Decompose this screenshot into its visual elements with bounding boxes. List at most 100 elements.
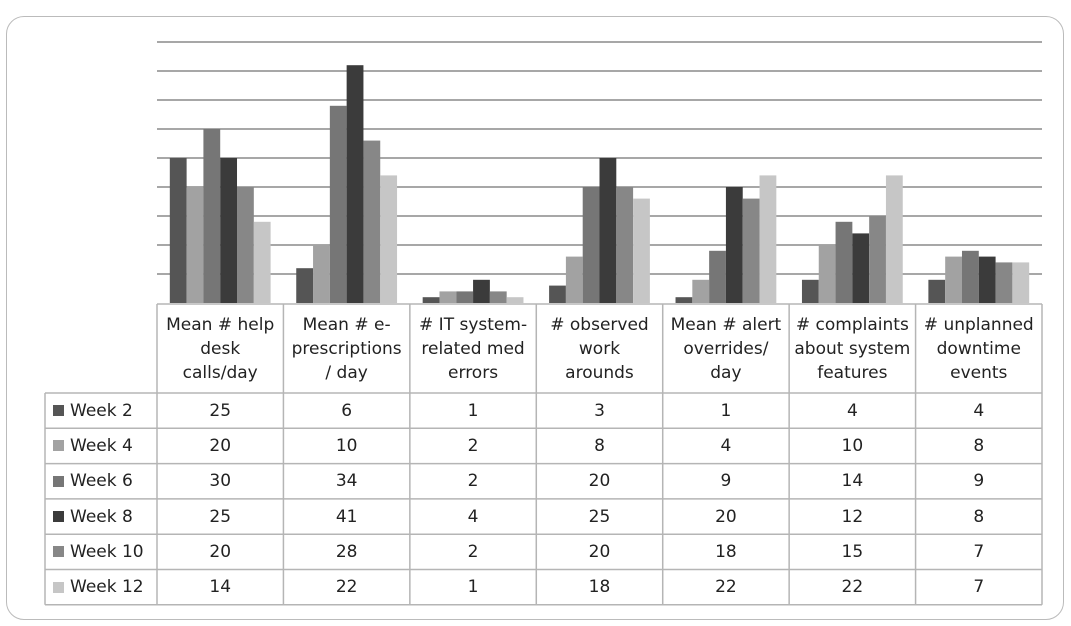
category-header-line: features — [817, 362, 888, 383]
legend-label: Week 2 — [70, 400, 133, 421]
table-cell: 2 — [467, 471, 479, 492]
bar-week-2-cat1 — [169, 158, 187, 303]
bar-week-10-cat1 — [237, 187, 254, 303]
legend-entry: Week 6 — [45, 464, 157, 499]
category-header-line: # unplanned — [923, 314, 1034, 335]
bar-week-8-cat5 — [725, 187, 743, 303]
bar-week-2-cat6 — [801, 279, 819, 303]
bar-week-2-cat2 — [296, 268, 314, 303]
category-header-line: # observed — [550, 314, 649, 335]
bar-week-2-cat4 — [549, 285, 566, 303]
bar-week-12-cat2 — [380, 175, 398, 303]
legend-label: Week 10 — [70, 541, 144, 562]
category-header-line: desk — [200, 338, 241, 359]
bar-week-8-cat3 — [473, 279, 490, 303]
legend-swatch — [53, 581, 64, 593]
table-cell: 9 — [973, 471, 985, 492]
legend-entry: Week 12 — [45, 570, 157, 605]
legend-label: Week 4 — [70, 435, 133, 456]
bar-week-2-cat5 — [675, 297, 693, 303]
table-cell: 7 — [973, 541, 985, 562]
bar-week-8-cat7 — [978, 256, 996, 303]
category-header-line: about system — [794, 338, 911, 359]
category-header-line: events — [950, 362, 1008, 383]
category-header-line: related med — [421, 338, 525, 359]
table-cell: 1 — [467, 400, 479, 421]
bar-week-8-cat6 — [852, 233, 870, 303]
bar-week-12-cat1 — [253, 221, 271, 303]
table-cell: 22 — [335, 577, 358, 598]
table-cell: 4 — [973, 400, 985, 421]
table-cell: 25 — [588, 506, 611, 527]
category-header: Mean # help desk calls/day — [157, 304, 283, 393]
category-header: # unplanned downtime events — [916, 304, 1042, 393]
table-cell: 18 — [715, 541, 737, 562]
table-cell: 14 — [841, 471, 864, 492]
table-cell: 2 — [467, 541, 479, 562]
category-header-line: Mean # help — [166, 314, 275, 335]
bar-week-12-cat6 — [885, 175, 903, 303]
bar-week-6-cat6 — [835, 221, 853, 303]
bar-week-6-cat3 — [456, 291, 474, 303]
table-cell: 4 — [467, 506, 479, 527]
bar-week-4-cat2 — [313, 245, 330, 303]
legend-swatch — [53, 405, 64, 417]
category-header-line: prescriptions — [291, 338, 402, 359]
table-cell: 10 — [335, 435, 358, 456]
table-cell: 8 — [973, 506, 985, 527]
legend-entry: Week 2 — [45, 393, 157, 428]
table-cell: 7 — [973, 577, 985, 598]
bar-week-8-cat4 — [599, 158, 617, 303]
table-cell: 28 — [335, 541, 358, 562]
bar-week-8-cat1 — [220, 158, 238, 303]
bar-week-6-cat5 — [709, 250, 726, 303]
bar-week-10-cat4 — [616, 187, 634, 303]
legend-swatch — [53, 440, 64, 452]
table-cell: 3 — [594, 400, 605, 421]
category-header-line: work — [578, 338, 621, 359]
legend-label: Week 12 — [70, 577, 144, 598]
table-cell: 41 — [335, 506, 358, 527]
table-cell: 25 — [209, 400, 232, 421]
category-header-line: arounds — [565, 362, 634, 383]
table-cell: 4 — [720, 435, 732, 456]
legend-label: Week 6 — [70, 471, 133, 492]
table-cell: 34 — [335, 471, 358, 492]
table-cell: 1 — [720, 400, 732, 421]
table-cell: 10 — [841, 435, 864, 456]
table-cell: 30 — [209, 471, 232, 492]
bar-week-2-cat3 — [422, 297, 440, 303]
legend-entry: Week 8 — [45, 499, 157, 534]
table-cell: 1 — [467, 577, 479, 598]
category-header: # IT system-related med errors — [410, 304, 536, 393]
table-cell: 8 — [973, 435, 985, 456]
category-header: Mean # e-prescriptions / day — [283, 304, 409, 393]
category-header-line: Mean # e- — [302, 314, 391, 335]
category-header-line: calls/day — [182, 362, 258, 383]
table-cell: 22 — [715, 577, 737, 598]
legend-swatch — [53, 546, 64, 558]
table-cell: 15 — [841, 541, 864, 562]
bar-week-8-cat2 — [346, 65, 364, 303]
bar-week-4-cat6 — [818, 245, 836, 303]
bar-week-12-cat7 — [1012, 262, 1030, 303]
table-cell: 18 — [588, 577, 611, 598]
bar-week-12-cat4 — [633, 198, 650, 303]
category-header-line: day — [710, 362, 742, 383]
bar-week-2-cat7 — [928, 279, 946, 303]
table-cell: 20 — [209, 435, 232, 456]
legend-label: Week 8 — [70, 506, 133, 527]
bar-week-4-cat7 — [945, 256, 962, 303]
bar-week-4-cat5 — [692, 279, 710, 303]
bar-week-6-cat7 — [961, 250, 979, 303]
table-cell: 20 — [209, 541, 232, 562]
bar-week-4-cat1 — [186, 187, 204, 303]
bar-week-6-cat4 — [582, 187, 600, 303]
bar-week-10-cat7 — [995, 262, 1013, 303]
table-cell: 12 — [841, 506, 864, 527]
bar-week-10-cat2 — [363, 140, 381, 303]
category-header-line: overrides/ — [683, 338, 769, 359]
table-cell: 6 — [341, 400, 353, 421]
table-cell: 20 — [588, 541, 611, 562]
